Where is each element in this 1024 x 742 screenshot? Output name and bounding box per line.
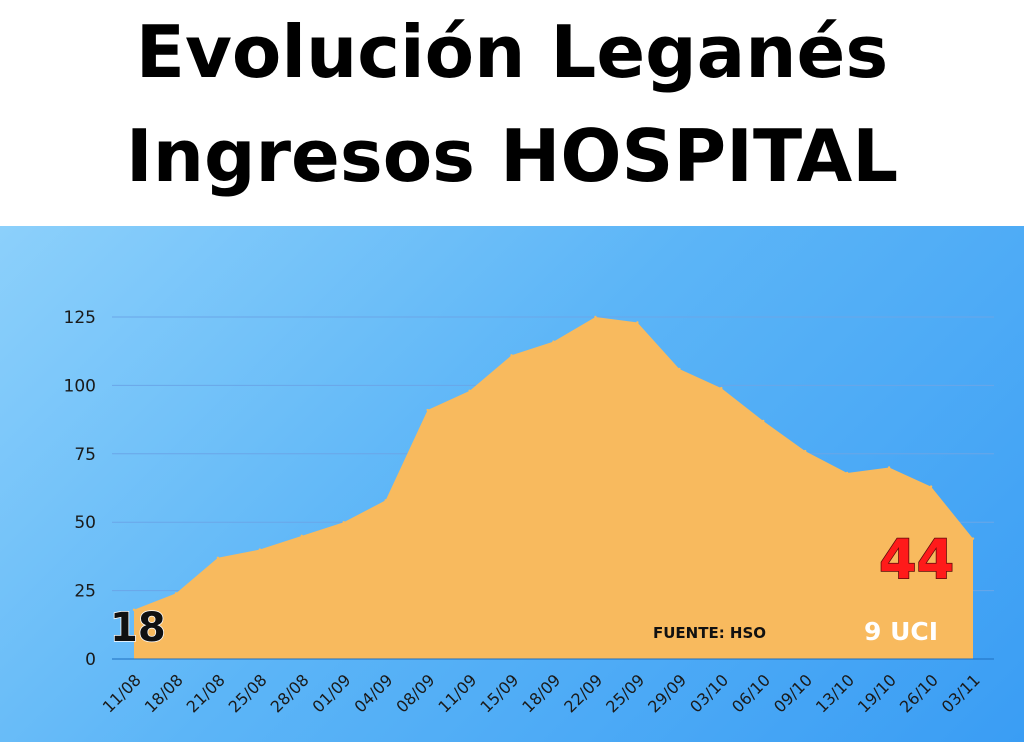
data-point	[594, 315, 597, 319]
x-tick-label: 06/10	[728, 670, 774, 716]
data-point	[552, 340, 555, 343]
y-tick-label: 125	[64, 308, 96, 328]
data-point	[510, 354, 513, 357]
x-tick-label: 18/08	[141, 670, 187, 716]
data-point	[174, 592, 178, 595]
title-block: Evolución Leganés Ingresos HOSPITAL	[0, 0, 1024, 226]
data-point	[300, 534, 303, 538]
source-label: FUENTE: HSO	[653, 624, 766, 642]
data-point	[384, 499, 387, 502]
x-tick-label: 19/10	[854, 670, 900, 716]
x-tick-label: 03/10	[686, 670, 732, 716]
x-tick-label: 01/09	[309, 670, 355, 716]
x-tick-label: 25/09	[602, 670, 648, 716]
data-point	[216, 556, 220, 559]
data-point	[971, 537, 975, 540]
y-tick-label: 0	[85, 650, 96, 670]
uci-label: 9 UCI	[864, 617, 938, 646]
start-value-label: 18	[110, 605, 166, 651]
x-tick-label: 03/11	[938, 670, 984, 716]
x-tick-label: 08/09	[392, 670, 438, 716]
area-chart: 0 25 50 75 100 125 11/0818/0821/0825/0828/0801…	[64, 308, 994, 716]
x-tick-label: 18/09	[518, 670, 564, 716]
x-tick-label: 26/10	[896, 670, 942, 716]
x-tick-label: 29/09	[644, 670, 690, 716]
data-point	[468, 389, 471, 393]
data-point	[845, 471, 849, 475]
x-tick-label: 13/10	[812, 670, 858, 716]
area-series	[134, 317, 973, 659]
y-tick-label: 25	[74, 582, 96, 602]
x-tick-label: 25/08	[225, 670, 271, 716]
data-point	[804, 449, 807, 453]
data-point	[929, 485, 933, 488]
x-tick-label: 28/08	[267, 670, 313, 716]
data-point	[887, 466, 891, 469]
data-point	[720, 386, 723, 390]
data-point	[426, 408, 429, 412]
y-tick-label: 75	[74, 445, 96, 465]
data-point	[762, 419, 765, 423]
chart-title-line-2: Ingresos HOSPITAL	[125, 114, 899, 198]
data-point	[636, 321, 639, 324]
x-tick-label: 11/08	[99, 670, 145, 716]
y-tick-label: 100	[64, 376, 96, 396]
x-tick-label: 11/09	[434, 670, 480, 716]
data-point	[342, 521, 345, 524]
chart-title-line-1: Evolución Leganés	[135, 10, 889, 94]
x-tick-label: 04/09	[350, 670, 396, 716]
x-tick-label: 15/09	[476, 670, 522, 716]
data-point	[132, 608, 136, 611]
y-tick-label: 50	[74, 513, 96, 533]
x-tick-label: 21/08	[183, 670, 229, 716]
x-tick-label: 09/10	[770, 670, 816, 716]
data-point	[678, 367, 681, 371]
data-point	[258, 548, 262, 551]
end-value-label: 44	[879, 528, 954, 591]
chart-panel: 0 25 50 75 100 125 11/08 18/08 21/08 25/08 28/08 01…	[0, 226, 1024, 742]
x-tick-label: 22/09	[560, 670, 606, 716]
